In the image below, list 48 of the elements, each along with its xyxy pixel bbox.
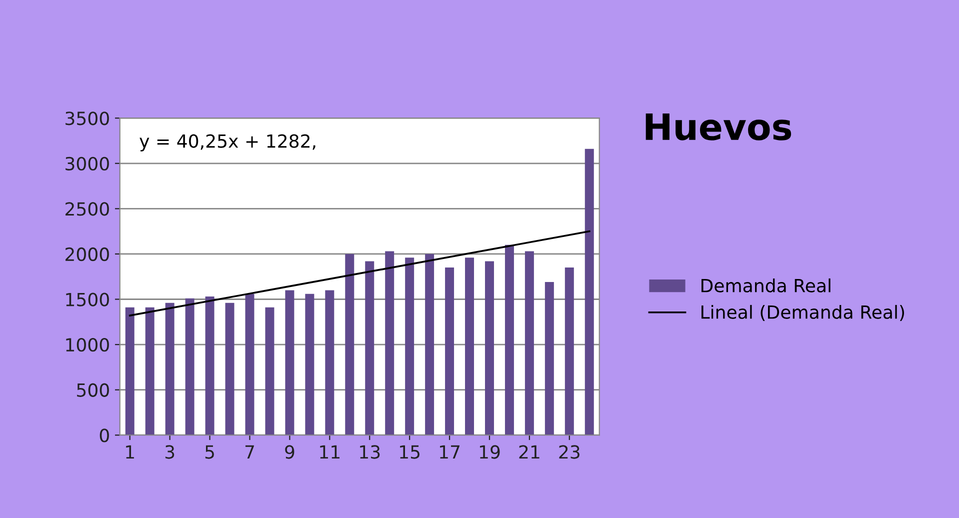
bar <box>305 294 314 436</box>
bar <box>425 254 434 436</box>
bar <box>145 307 154 436</box>
y-tick-label: 1500 <box>66 292 109 306</box>
bar <box>205 296 214 436</box>
y-tick-label: 2500 <box>66 202 109 216</box>
bar <box>484 261 494 436</box>
y-tick-label: 3000 <box>66 156 109 171</box>
x-tick-label: 9 <box>285 445 294 459</box>
bar <box>225 302 234 436</box>
text: Huevos <box>646 114 792 140</box>
x-tick-label: 13 <box>360 445 380 459</box>
bar <box>245 294 254 436</box>
x-tick-label: 7 <box>245 445 254 459</box>
annotation: y = 40,25x + 1282, <box>140 134 316 152</box>
y-tick-label: 2000 <box>66 247 109 262</box>
legend-label: Lineal (Demanda Real) <box>702 304 904 322</box>
bar <box>385 251 394 436</box>
x-tick-label: 21 <box>519 445 540 459</box>
bar <box>584 148 594 436</box>
y-tick-label: 500 <box>77 383 109 397</box>
bar <box>365 261 374 436</box>
x-tick-label: 19 <box>480 445 500 459</box>
bar <box>524 251 534 436</box>
x-tick-label: 17 <box>440 445 460 459</box>
bar <box>125 307 134 436</box>
bar <box>325 290 334 436</box>
bar <box>405 258 414 436</box>
y-tick-label: 0 <box>100 428 109 442</box>
bar <box>465 258 474 436</box>
y-tick-label: 1000 <box>66 338 109 352</box>
x-tick-label: 1 <box>126 445 134 459</box>
bar <box>285 290 294 436</box>
bar <box>345 254 354 436</box>
bar <box>265 307 274 436</box>
x-tick-label: 23 <box>559 445 580 459</box>
x-tick-label: 11 <box>320 445 340 459</box>
legend-label: Demanda Real <box>702 278 830 292</box>
bar <box>564 268 574 436</box>
bar <box>544 282 554 436</box>
x-tick-label: 3 <box>165 445 174 459</box>
bar <box>445 268 454 436</box>
y-tick-label: 3500 <box>66 112 109 126</box>
x-tick-label: 15 <box>400 445 420 459</box>
x-tick-label: 5 <box>205 445 214 459</box>
bar <box>165 302 174 436</box>
bar <box>504 244 514 436</box>
bar <box>185 298 194 436</box>
